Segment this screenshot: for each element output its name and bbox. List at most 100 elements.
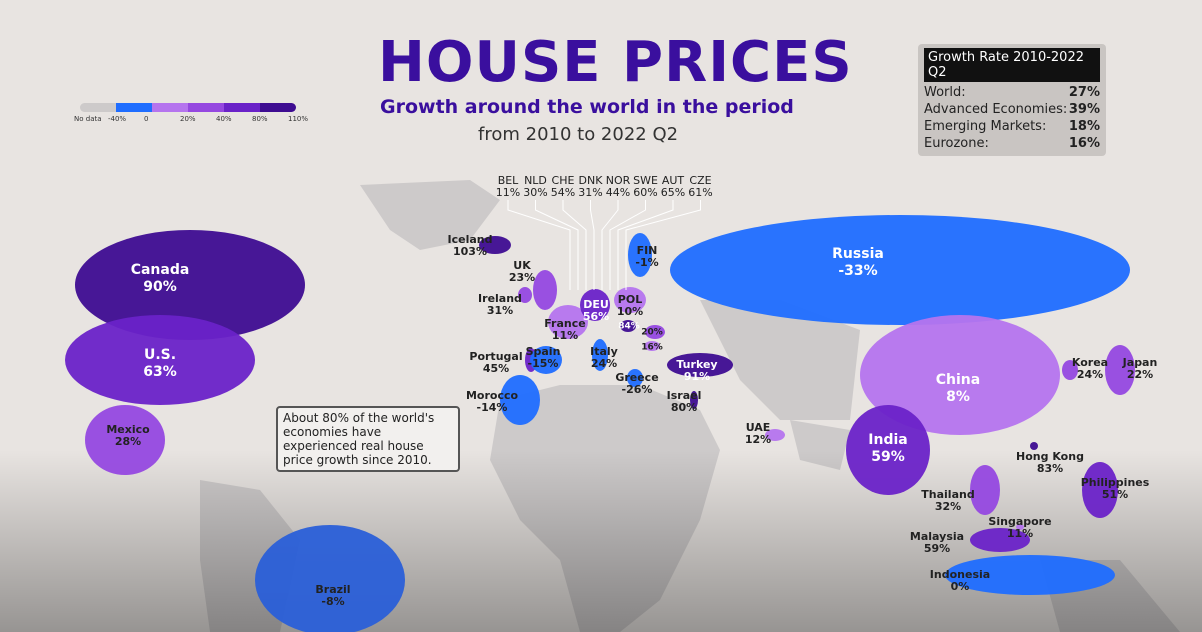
- country-shape: [548, 305, 588, 339]
- growth-value: 18%: [1068, 119, 1100, 134]
- country-name: India: [868, 432, 907, 448]
- country-shape: [65, 315, 255, 405]
- country-growth: 51%: [1102, 488, 1128, 501]
- country-growth: 32%: [935, 500, 961, 513]
- callout-name: AUT: [662, 174, 685, 187]
- country-name: Thailand: [921, 488, 974, 501]
- callout-growth: 61%: [688, 186, 712, 199]
- legend-swatch: [260, 103, 296, 112]
- growth-label: Eurozone:: [924, 136, 989, 151]
- callout-name: NOR: [606, 174, 631, 187]
- growth-box: Growth Rate 2010-2022 Q2 World: 27% Advanc…: [918, 44, 1106, 156]
- country-name: Japan: [1122, 356, 1158, 369]
- country-growth: 16%: [641, 343, 663, 353]
- country-growth: -8%: [321, 595, 344, 608]
- country-shape: [85, 405, 165, 475]
- country-growth: 0%: [951, 580, 970, 593]
- country-shape: [255, 525, 405, 632]
- growth-value: 27%: [1068, 85, 1100, 100]
- country-shape: [479, 236, 511, 254]
- country-shape: [614, 287, 646, 313]
- country-shape: [620, 320, 636, 332]
- country-growth: 103%: [453, 245, 487, 258]
- country-name: Singapore: [988, 515, 1051, 528]
- growth-value: 39%: [1068, 102, 1100, 117]
- growth-row: Advanced Economies: 39%: [924, 101, 1100, 118]
- callout-line: [609, 200, 646, 290]
- country-name: Russia: [832, 246, 884, 262]
- callout-line: [625, 200, 701, 290]
- legend-swatch: [152, 103, 188, 112]
- callout-growth: 30%: [523, 186, 547, 199]
- country-growth: -26%: [622, 383, 653, 396]
- legend-label: 80%: [252, 115, 268, 123]
- country-shape: [690, 391, 698, 409]
- country-growth: -14%: [477, 401, 508, 414]
- growth-label: World:: [924, 85, 966, 100]
- country-shape: [765, 429, 785, 441]
- country-name: France: [544, 317, 585, 330]
- country-name: Philippines: [1081, 476, 1150, 489]
- country-name: FIN: [637, 244, 658, 257]
- country-growth: 24%: [1077, 368, 1103, 381]
- country-growth: 22%: [1127, 368, 1153, 381]
- country-growth: 91%: [684, 370, 710, 383]
- legend-labels: No data -40% 0 20% 40% 80% 110%: [74, 115, 308, 127]
- country-shape: [667, 353, 733, 377]
- country-name: Korea: [1072, 356, 1108, 369]
- country-name: Iceland: [448, 233, 493, 246]
- country-shape: [846, 405, 930, 495]
- legend-label: 20%: [180, 115, 196, 123]
- legend-swatch: [116, 103, 152, 112]
- callout-growth: 65%: [661, 186, 685, 199]
- legend-label: 40%: [216, 115, 232, 123]
- growth-row: World: 27%: [924, 84, 1100, 101]
- country-name: Indonesia: [930, 568, 990, 581]
- country-name: Ireland: [478, 292, 522, 305]
- country-growth: 84%: [618, 322, 640, 332]
- growth-row: Emerging Markets: 18%: [924, 118, 1100, 135]
- country-growth: 63%: [143, 364, 177, 380]
- country-name: Portugal: [469, 350, 522, 363]
- legend-swatch: [188, 103, 224, 112]
- callout-name: CZE: [689, 174, 711, 187]
- country-growth: 20%: [641, 328, 663, 338]
- country-name: Morocco: [466, 389, 519, 402]
- callout-name: BEL: [498, 174, 519, 187]
- legend-label: 110%: [288, 115, 309, 123]
- country-name: Italy: [590, 345, 618, 358]
- legend-swatch: [224, 103, 260, 112]
- growth-row: Eurozone: 16%: [924, 135, 1100, 152]
- callout-name: DNK: [579, 174, 604, 187]
- country-shape: [518, 287, 532, 303]
- country-name: Brazil: [315, 583, 350, 596]
- callout-line: [617, 200, 674, 290]
- country-name: Hong Kong: [1016, 450, 1084, 463]
- country-name: Malaysia: [910, 530, 964, 543]
- callout-line: [562, 200, 587, 290]
- country-shape: [1016, 524, 1024, 530]
- country-shape: [644, 341, 660, 351]
- country-growth: -15%: [528, 357, 559, 370]
- callout-line: [590, 200, 595, 290]
- country-shape: [945, 555, 1115, 595]
- country-growth: 8%: [946, 389, 970, 405]
- country-shape: [670, 215, 1130, 325]
- legend-bar: [80, 103, 296, 112]
- country-shape: [533, 270, 557, 310]
- country-shape: [500, 375, 540, 425]
- growth-value: 16%: [1068, 136, 1100, 151]
- callout-name: SWE: [633, 174, 658, 187]
- country-name: POL: [618, 293, 642, 306]
- callout-name: CHE: [552, 174, 575, 187]
- country-shape: [970, 465, 1000, 515]
- country-shape: [1082, 462, 1118, 518]
- callout-growth: 60%: [633, 186, 657, 199]
- country-name: Mexico: [106, 423, 150, 436]
- growth-label: Advanced Economies:: [924, 102, 1068, 117]
- country-growth: 80%: [671, 401, 697, 414]
- country-name: DEU: [583, 298, 609, 311]
- country-shape: [860, 315, 1060, 435]
- country-shape: [627, 369, 643, 387]
